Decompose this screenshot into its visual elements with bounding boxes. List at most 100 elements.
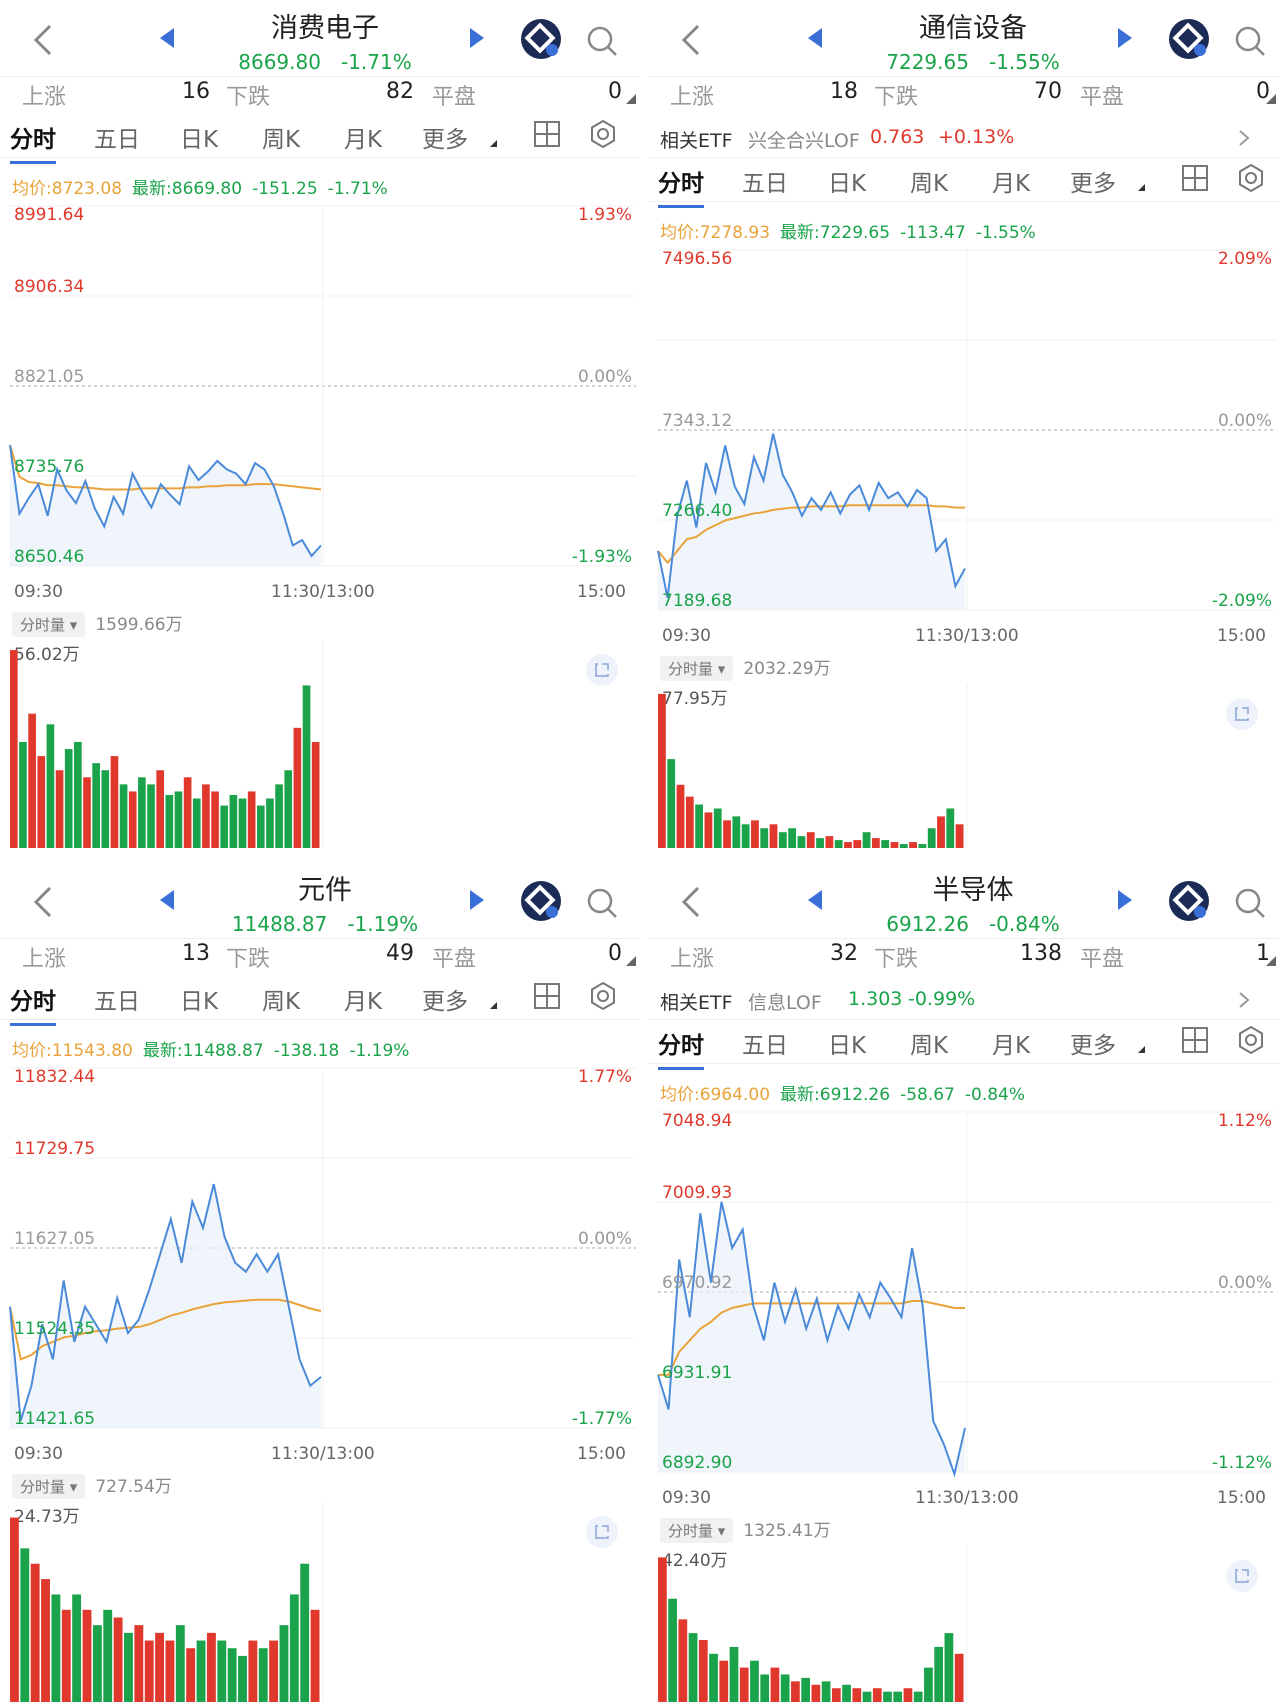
y-axis-label-right: -1.93%	[572, 547, 632, 567]
expand-triangle-icon[interactable]	[626, 94, 636, 104]
tab-daily-k[interactable]: 日K	[180, 989, 219, 1015]
fullscreen-icon[interactable]	[1226, 698, 1258, 730]
volume-bar	[289, 1594, 299, 1702]
volume-bar	[844, 842, 852, 848]
tab-more[interactable]: 更多	[422, 127, 468, 153]
tab-weekly-k[interactable]: 周K	[910, 171, 949, 197]
tab-monthly-k[interactable]: 月K	[344, 127, 383, 153]
index-change-pct: -1.19%	[347, 912, 419, 936]
ai-assistant-icon[interactable]	[1168, 880, 1210, 922]
back-icon[interactable]	[24, 20, 64, 60]
volume-max-label: 77.95万	[662, 689, 728, 709]
ai-assistant-icon[interactable]	[520, 880, 562, 922]
next-index-icon[interactable]	[1118, 28, 1132, 48]
tab-weekly-k[interactable]: 周K	[262, 989, 301, 1015]
volume-type-dropdown[interactable]: 分时量 ▾	[660, 1518, 734, 1543]
time-label-mid: 11:30/13:00	[271, 1444, 375, 1464]
tab-monthly-k[interactable]: 月K	[992, 1033, 1031, 1059]
settings-icon[interactable]	[1236, 1025, 1266, 1055]
search-icon[interactable]	[585, 24, 619, 58]
flat-label: 平盘	[432, 85, 477, 110]
tab-weekly-k[interactable]: 周K	[262, 127, 301, 153]
tab-more[interactable]: 更多	[422, 989, 468, 1015]
volume-bar	[202, 784, 210, 848]
y-axis-label-right: 0.00%	[578, 367, 632, 387]
next-index-icon[interactable]	[470, 890, 484, 910]
next-index-icon[interactable]	[470, 28, 484, 48]
search-icon[interactable]	[1233, 886, 1267, 920]
avg-price-label: 均价:7278.93	[660, 223, 771, 243]
related-etf-row[interactable]: 相关ETF 信息LOF 1.303 -0.99%	[648, 980, 1280, 1020]
tab-daily-k[interactable]: 日K	[180, 127, 219, 153]
expand-triangle-icon[interactable]	[626, 956, 636, 966]
back-icon[interactable]	[672, 882, 712, 922]
tab-five-day[interactable]: 五日	[742, 1033, 788, 1059]
y-axis-label-left: 7496.56	[662, 249, 732, 269]
chart-tabs: 分时 五日 日K 周K 月K 更多	[0, 110, 640, 164]
prev-index-icon[interactable]	[160, 890, 174, 910]
ai-assistant-icon[interactable]	[520, 18, 562, 60]
back-icon[interactable]	[672, 20, 712, 60]
tab-monthly-k[interactable]: 月K	[344, 989, 383, 1015]
panel-header: 通信设备 7229.65 -1.55%	[648, 0, 1280, 78]
back-icon[interactable]	[24, 882, 64, 922]
more-triangle-icon	[1138, 184, 1145, 191]
volume-type-dropdown[interactable]: 分时量 ▾	[660, 656, 734, 681]
tab-intraday[interactable]: 分时	[10, 120, 56, 164]
tab-intraday[interactable]: 分时	[10, 982, 56, 1026]
more-triangle-icon	[490, 1002, 497, 1009]
flat-label: 平盘	[432, 947, 477, 972]
y-axis-label-right: 0.00%	[578, 1229, 632, 1249]
tab-intraday[interactable]: 分时	[658, 164, 704, 208]
tab-five-day[interactable]: 五日	[94, 127, 140, 153]
expand-triangle-icon[interactable]	[1266, 94, 1276, 104]
volume-bar	[760, 1674, 770, 1702]
next-index-icon[interactable]	[1118, 890, 1132, 910]
volume-type-dropdown[interactable]: 分时量 ▾	[12, 1474, 86, 1499]
settings-icon[interactable]	[1236, 163, 1266, 193]
change-value: -58.67	[900, 1085, 955, 1105]
grid-layout-icon[interactable]	[1180, 163, 1210, 193]
tab-daily-k[interactable]: 日K	[828, 1033, 867, 1059]
tab-more[interactable]: 更多	[1070, 1033, 1116, 1059]
time-label-start: 09:30	[14, 1444, 63, 1464]
tab-intraday[interactable]: 分时	[658, 1026, 704, 1070]
change-value: -138.18	[273, 1041, 340, 1061]
latest-price-label: 最新:6912.26	[780, 1085, 891, 1105]
expand-triangle-icon[interactable]	[1266, 956, 1276, 966]
search-icon[interactable]	[1233, 24, 1267, 58]
intraday-price-chart[interactable]: 7048.94 1.12% 7009.93 6970.92 0.00% 6931.91 68…	[657, 1104, 1276, 1484]
tab-daily-k[interactable]: 日K	[828, 171, 867, 197]
prev-index-icon[interactable]	[808, 890, 822, 910]
intraday-price-chart[interactable]: 8991.64 1.93% 8906.34 8821.05 0.00% 8735.76 86…	[9, 198, 636, 578]
tab-five-day[interactable]: 五日	[94, 989, 140, 1015]
tab-more[interactable]: 更多	[1070, 171, 1116, 197]
index-panel-2: 通信设备 7229.65 -1.55% 上涨 18 下跌 70 平盘 0 相关ET…	[648, 0, 1280, 852]
grid-layout-icon[interactable]	[1180, 1025, 1210, 1055]
fullscreen-icon[interactable]	[1226, 1560, 1258, 1592]
volume-bar	[82, 1609, 92, 1702]
prev-index-icon[interactable]	[808, 28, 822, 48]
volume-bar	[155, 1632, 164, 1702]
intraday-price-chart[interactable]: 11832.44 1.77% 11729.75 11627.05 0.00% 11524.…	[9, 1060, 636, 1440]
fullscreen-icon[interactable]	[586, 654, 618, 686]
grid-layout-icon[interactable]	[532, 981, 562, 1011]
y-axis-label-right: 0.00%	[1218, 1273, 1272, 1293]
grid-layout-icon[interactable]	[532, 119, 562, 149]
settings-icon[interactable]	[588, 981, 618, 1011]
settings-icon[interactable]	[588, 119, 618, 149]
volume-type-dropdown[interactable]: 分时量 ▾	[12, 612, 86, 637]
prev-index-icon[interactable]	[160, 28, 174, 48]
avg-price-line	[657, 504, 965, 565]
intraday-price-chart[interactable]: 7496.56 2.09% 7343.12 0.00% 7266.40 7189.68 -2…	[657, 242, 1276, 622]
ai-assistant-icon[interactable]	[1168, 18, 1210, 60]
tab-weekly-k[interactable]: 周K	[910, 1033, 949, 1059]
fullscreen-icon[interactable]	[586, 1516, 618, 1548]
y-axis-label-left: 7266.40	[662, 501, 732, 521]
tab-five-day[interactable]: 五日	[742, 171, 788, 197]
price-line	[9, 1183, 322, 1421]
related-etf-row[interactable]: 相关ETF 兴全合兴LOF 0.763 +0.13%	[648, 118, 1280, 158]
tab-monthly-k[interactable]: 月K	[992, 171, 1031, 197]
y-axis-label-left: 11524.35	[14, 1319, 95, 1339]
search-icon[interactable]	[585, 886, 619, 920]
